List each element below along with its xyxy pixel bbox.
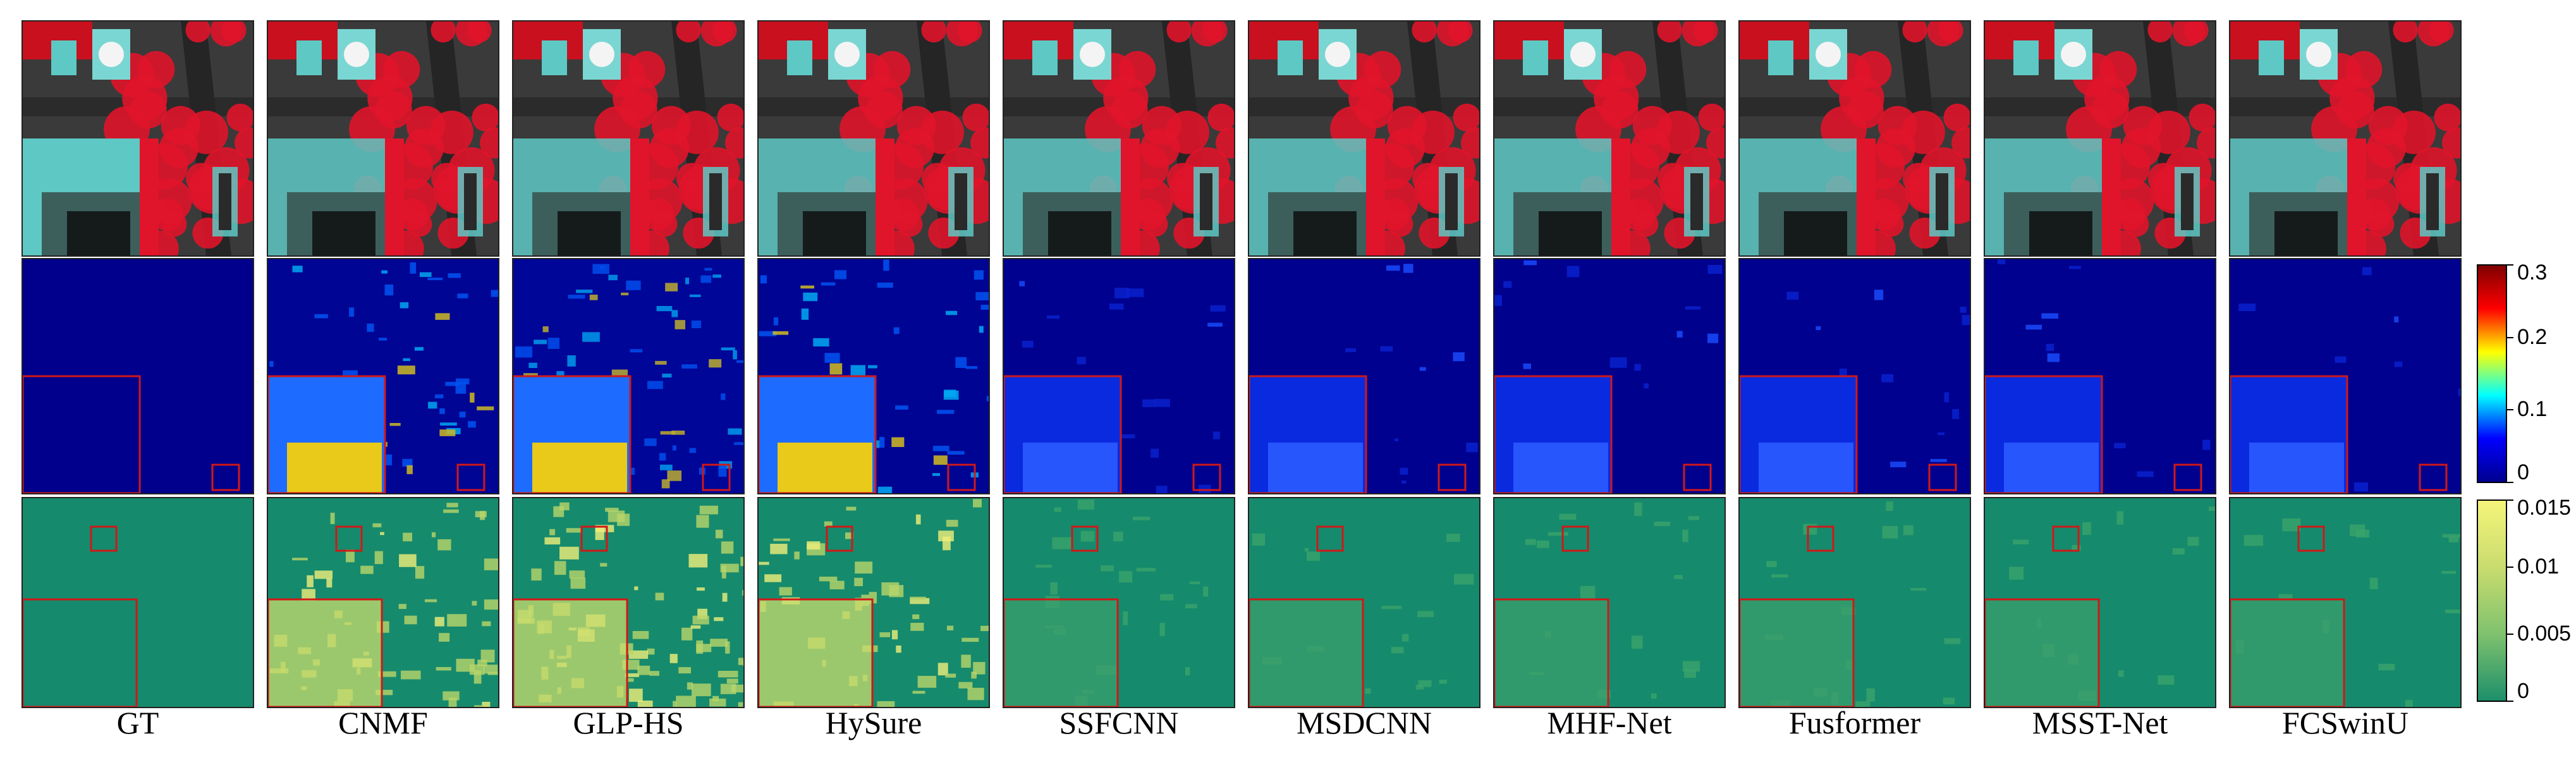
sam-map-tile [267, 497, 499, 708]
error-map-tile [1003, 258, 1235, 494]
sam-map-tile [1003, 497, 1235, 708]
false-color-reconstruction-tile [267, 20, 499, 257]
sam-colorbar-tick-label: 0.005 [2517, 622, 2572, 646]
false-color-reconstruction-tile [1738, 20, 1971, 257]
sam-colorbar-tick-mark [2507, 567, 2513, 568]
error-map-tile [1738, 258, 1971, 494]
false-color-reconstruction-tile [1493, 20, 1726, 257]
sam-map-tile [1984, 497, 2216, 708]
method-label: GT [116, 705, 159, 740]
error-colorbar-tick-mark [2507, 409, 2513, 411]
sam-colorbar-tick-label: 0.01 [2517, 555, 2560, 579]
false-color-reconstruction-tile [2229, 20, 2462, 257]
sam-colorbar [2477, 500, 2507, 702]
method-label: GLP-HS [573, 705, 684, 740]
method-label: MHF-Net [1547, 705, 1672, 740]
method-label: MSDCNN [1297, 705, 1432, 740]
false-color-reconstruction-tile [757, 20, 990, 257]
sam-colorbar-tick-label: 0.015 [2517, 496, 2572, 520]
method-label: SSFCNN [1059, 705, 1179, 740]
sam-map-tile [1248, 497, 1480, 708]
sam-colorbar-tick-mark [2507, 634, 2513, 635]
method-label: MSST-Net [2032, 705, 2168, 740]
error-map-tile [512, 258, 745, 494]
method-label: CNMF [338, 705, 428, 740]
method-label: FCSwinU [2281, 705, 2409, 740]
false-color-reconstruction-tile [1248, 20, 1480, 257]
false-color-reconstruction-tile [512, 20, 745, 257]
false-color-reconstruction-tile [1984, 20, 2216, 257]
method-label: Fusformer [1788, 705, 1921, 740]
false-color-reconstruction-tile [1003, 20, 1235, 257]
error-map-tile [1493, 258, 1726, 494]
sam-map-tile [1493, 497, 1726, 708]
error-map-tile [1248, 258, 1480, 494]
error-map-tile [757, 258, 990, 494]
error-colorbar-tick-label: 0.1 [2517, 397, 2548, 422]
sam-colorbar-tick-label: 0 [2517, 679, 2529, 703]
error-colorbar-tick-label: 0 [2517, 460, 2529, 484]
error-map-tile [1984, 258, 2216, 494]
error-colorbar-tick-mark [2507, 482, 2513, 483]
sam-map-tile [757, 497, 990, 708]
method-label: HySure [825, 705, 922, 740]
sam-map-tile [2229, 497, 2462, 708]
false-color-reconstruction-tile [21, 20, 254, 257]
error-colorbar-tick-label: 0.2 [2517, 324, 2548, 349]
sam-map-tile [512, 497, 745, 708]
error-colorbar-tick-mark [2507, 264, 2513, 266]
error-colorbar [2477, 264, 2507, 483]
error-colorbar-tick-label: 0.3 [2517, 260, 2548, 285]
error-map-tile [2229, 258, 2462, 494]
sam-colorbar-tick-mark [2507, 701, 2513, 702]
error-colorbar-tick-mark [2507, 336, 2513, 338]
sam-map-tile [21, 497, 254, 708]
error-map-tile [21, 258, 254, 494]
sam-map-tile [1738, 497, 1971, 708]
error-map-tile [267, 258, 499, 494]
sam-colorbar-tick-mark [2507, 500, 2513, 501]
